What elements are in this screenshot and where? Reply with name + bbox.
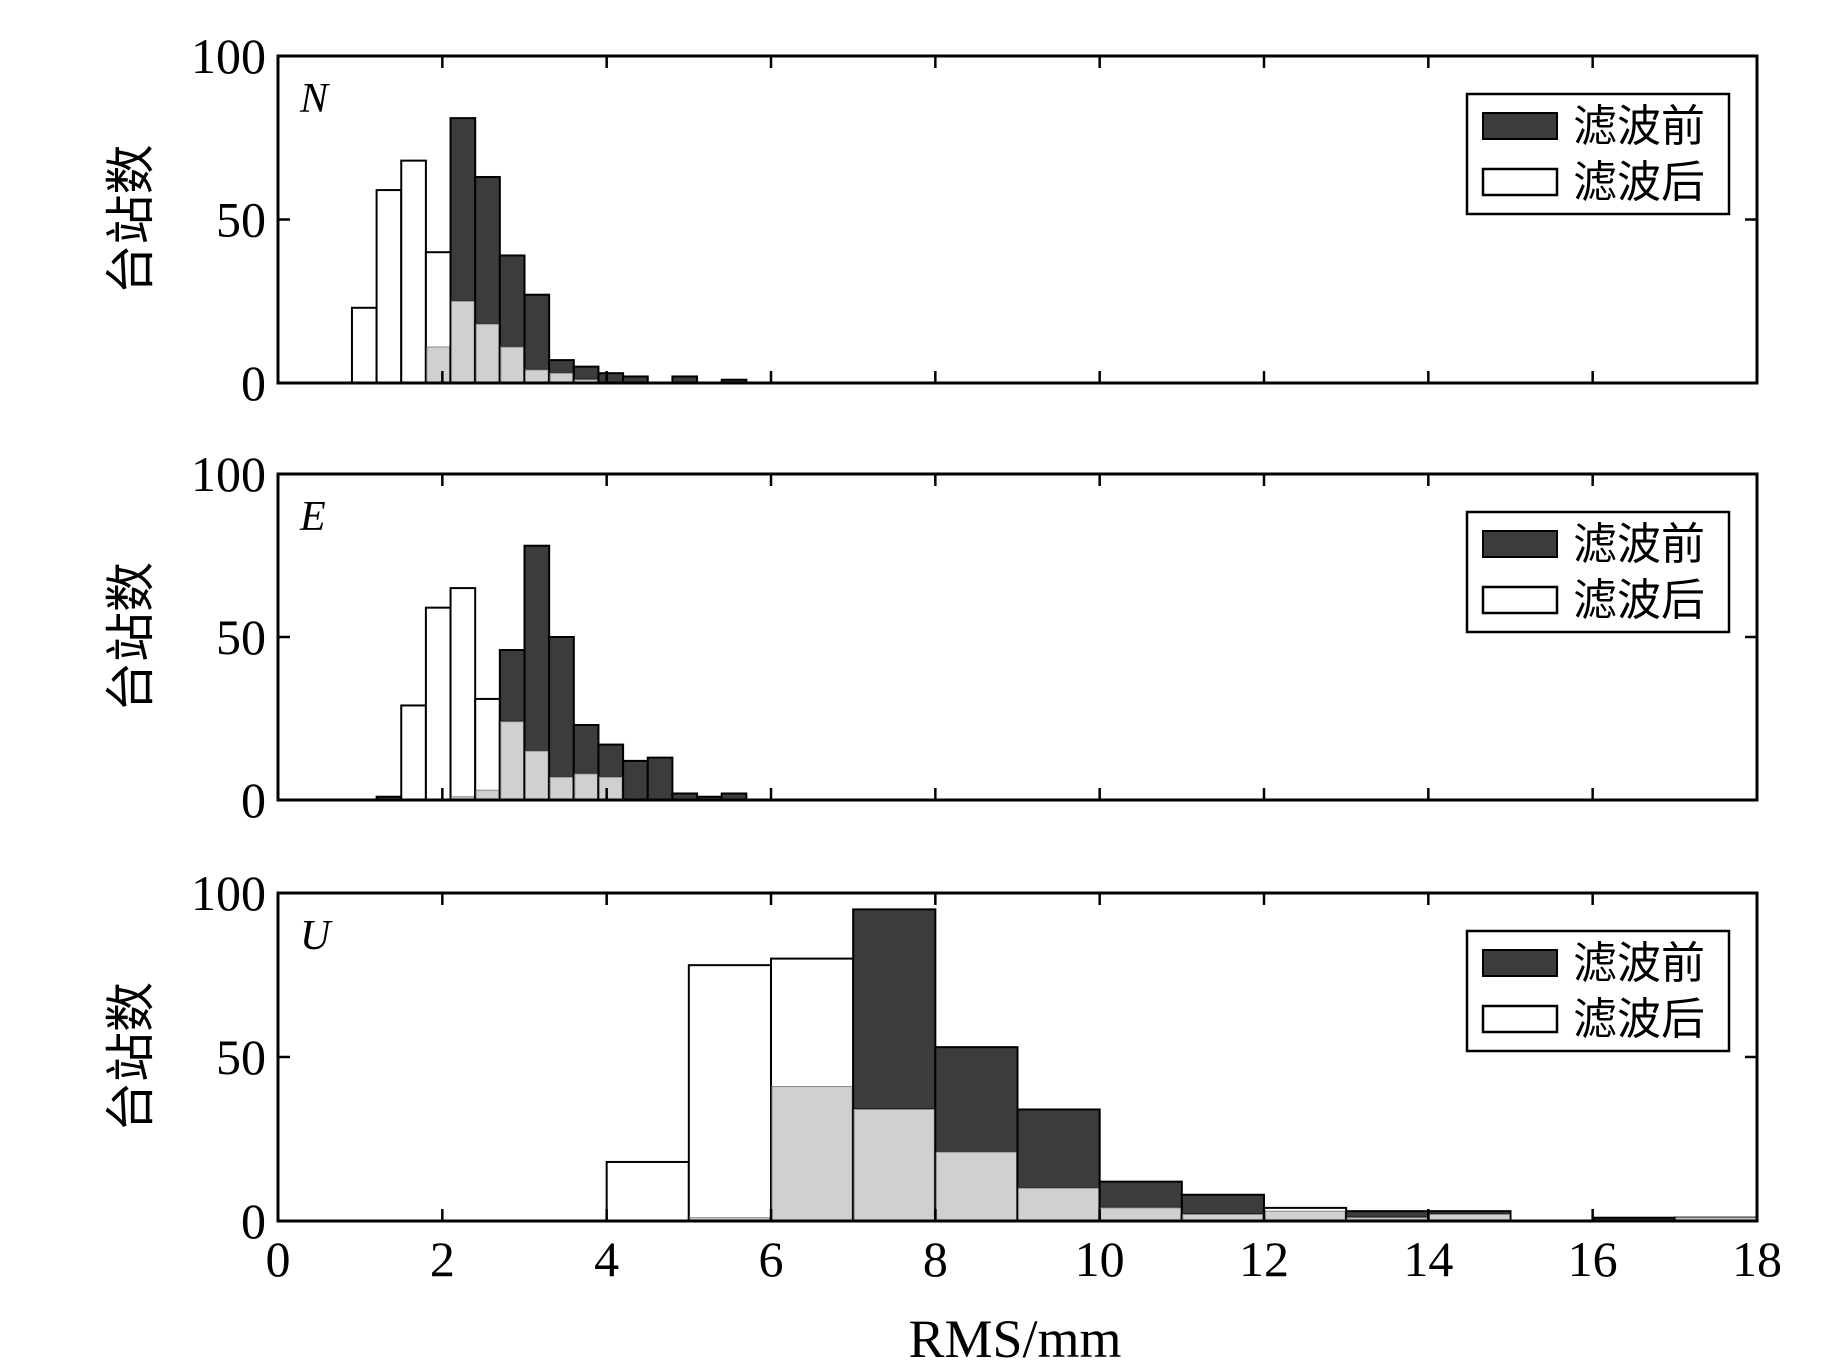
legend-label-after: 滤波后 — [1573, 157, 1705, 208]
bar-overlap — [935, 1151, 1017, 1222]
bar-after-filter — [449, 587, 477, 801]
legend-label-after: 滤波后 — [1573, 994, 1705, 1045]
bar-overlap — [525, 750, 549, 801]
x-tick-label: 10 — [1075, 1231, 1125, 1287]
x-axis-label: RMS/mm — [908, 1309, 1121, 1369]
bar-before-filter — [548, 636, 575, 801]
bars — [375, 544, 748, 802]
bar-overlap — [475, 323, 500, 384]
legend-swatch-after — [1481, 1004, 1559, 1034]
bar-overlap — [451, 300, 475, 384]
y-tick-label: 0 — [241, 1193, 266, 1249]
bar-after-filter — [400, 159, 427, 384]
bar-before-filter — [622, 759, 649, 802]
bar-overlap — [525, 369, 549, 384]
y-tick-label: 0 — [241, 772, 266, 828]
bar-overlap — [574, 773, 598, 801]
legend-label-before: 滤波前 — [1573, 101, 1705, 152]
bar-overlap — [771, 1086, 853, 1222]
legend-swatch-after — [1481, 585, 1559, 615]
legend-swatch-before — [1482, 949, 1558, 977]
legend-label-before: 滤波前 — [1573, 519, 1705, 570]
bars — [350, 117, 748, 385]
y-axis-label: 台站数 — [102, 562, 160, 712]
bar-overlap — [853, 1108, 935, 1222]
legend-swatch-before — [1482, 530, 1558, 558]
bar-overlap — [1018, 1187, 1100, 1222]
bars — [605, 908, 1759, 1223]
legend-label-before: 滤波前 — [1573, 938, 1705, 989]
x-tick-label: 0 — [266, 1231, 291, 1287]
bar-before-filter — [646, 756, 674, 801]
y-axis-label: 台站数 — [102, 982, 160, 1132]
legend-label-after: 滤波后 — [1573, 575, 1705, 626]
bar-before-filter — [523, 293, 551, 384]
bar-overlap — [426, 346, 451, 384]
y-tick-label: 100 — [191, 28, 266, 84]
y-tick-label: 50 — [216, 192, 266, 248]
bar-after-filter — [350, 306, 378, 385]
x-tick-label: 8 — [923, 1231, 948, 1287]
y-tick-label: 50 — [216, 609, 266, 665]
legend-swatch-after — [1481, 167, 1559, 197]
y-axis-label: 台站数 — [102, 145, 160, 295]
panel-tag: E — [299, 494, 326, 540]
bar-overlap — [598, 776, 623, 801]
x-tick-label: 12 — [1239, 1231, 1289, 1287]
x-tick-label: 2 — [430, 1231, 455, 1287]
x-tick-label: 6 — [759, 1231, 784, 1287]
x-tick-label: 18 — [1732, 1231, 1782, 1287]
bar-overlap — [500, 721, 525, 801]
y-tick-label: 100 — [191, 446, 266, 502]
panel-tag: N — [299, 76, 330, 122]
y-tick-label: 0 — [241, 355, 266, 411]
bar-overlap — [500, 346, 525, 384]
bar-after-filter — [474, 697, 501, 801]
bar-after-filter — [400, 704, 427, 802]
bar-overlap — [1100, 1207, 1182, 1222]
y-tick-label: 100 — [191, 865, 266, 921]
bar-after-filter — [424, 606, 452, 801]
x-tick-label: 16 — [1568, 1231, 1618, 1287]
bar-overlap — [549, 776, 574, 801]
panel-tag: U — [300, 913, 333, 959]
y-tick-label: 50 — [216, 1029, 266, 1085]
x-tick-label: 14 — [1403, 1231, 1453, 1287]
legend-swatch-before — [1482, 112, 1558, 140]
bar-after-filter — [375, 189, 403, 384]
bar-after-filter — [687, 964, 772, 1222]
x-tick-label: 4 — [594, 1231, 619, 1287]
bar-after-filter — [605, 1160, 690, 1222]
